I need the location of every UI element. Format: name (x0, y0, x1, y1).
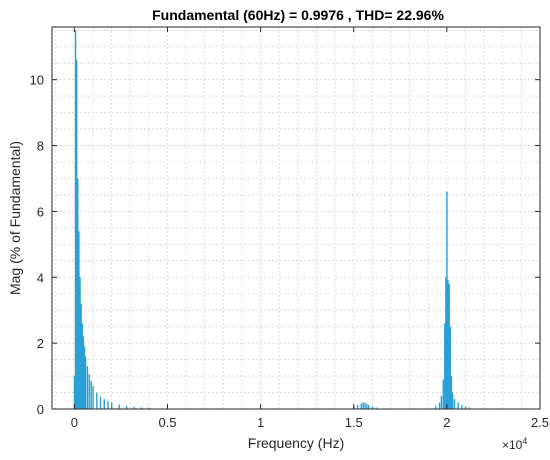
spectrum-bar (118, 404, 120, 409)
spectrum-bar (468, 407, 471, 409)
x-tick-label: 2 (443, 415, 450, 430)
x-tick-label: 0 (71, 415, 78, 430)
spectrum-bar (90, 381, 92, 409)
y-tick-label: 6 (37, 204, 44, 219)
spectrum-bar (445, 277, 447, 409)
spectrum-bar (375, 407, 377, 409)
spectrum-bar (442, 379, 444, 409)
spectrum-bar (356, 405, 359, 409)
spectrum-bar (453, 399, 456, 409)
y-tick-label: 10 (30, 73, 44, 88)
spectrum-bar (79, 277, 81, 409)
spectrum-bar (111, 402, 113, 409)
spectrum-bar (107, 401, 109, 409)
spectrum-bar (140, 407, 143, 409)
spectrum-bar (80, 303, 82, 409)
spectrum-bar (96, 392, 98, 409)
spectrum-bar (86, 366, 89, 409)
spectrum-bar (88, 374, 91, 409)
x-axis-multiplier: ×104 (502, 436, 527, 452)
bar-series (73, 30, 471, 410)
x-axis-ticks: 0 0.5 1 1.5 2 2.5 (71, 27, 549, 430)
spectrum-bar (457, 402, 459, 409)
x-tick-label: 0.5 (158, 415, 176, 430)
spectrum-bar (362, 402, 364, 409)
spectrum-bar (364, 402, 366, 409)
plot-frame (51, 26, 541, 410)
y-tick-label: 4 (37, 270, 44, 285)
spectrum-bar (360, 403, 362, 409)
spectrum-bar (74, 30, 77, 410)
spectrum-bar (83, 346, 86, 409)
spectrum-bar (368, 405, 370, 409)
y-tick-label: 0 (37, 402, 44, 417)
spectrum-bar (435, 405, 437, 409)
x-axis-multiplier-exponent: 4 (522, 436, 527, 446)
spectrum-bar (440, 395, 443, 409)
spectrum-bar (148, 407, 150, 409)
spectrum-bar (450, 376, 453, 409)
grid (52, 27, 541, 409)
spectrum-bar (366, 404, 368, 409)
spectrum-bar (84, 356, 87, 409)
x-axis-multiplier-base: ×10 (502, 438, 523, 452)
spectrum-bar (81, 323, 83, 409)
spectrum-bar (446, 191, 448, 409)
y-tick-label: 8 (37, 139, 44, 154)
spectrum-bar (438, 402, 441, 409)
spectrum-bar (92, 385, 94, 409)
x-tick-label: 1.5 (345, 415, 363, 430)
x-tick-label: 1 (257, 415, 264, 430)
spectrum-bar (449, 326, 452, 409)
spectrum-bar (464, 406, 467, 409)
spectrum-bar (447, 280, 449, 409)
x-tick-label: 2.5 (531, 415, 549, 430)
spectrum-bar (461, 405, 463, 409)
spectrum-bar (103, 399, 105, 409)
spectrum-bar (75, 59, 78, 410)
spectrum-bar (99, 396, 102, 409)
x-axis-label: Frequency (Hz) (248, 435, 344, 451)
y-tick-label: 2 (37, 336, 44, 351)
y-axis-ticks: 0 2 4 6 8 10 (30, 73, 540, 417)
spectrum-bar (451, 392, 454, 409)
y-axis-label: Mag (% of Fundamental) (7, 141, 23, 295)
spectrum-bar (82, 336, 85, 409)
spectrum-bar (448, 283, 450, 409)
spectrum-bar (78, 231, 80, 409)
spectrum-bar (77, 178, 79, 409)
spectrum-bar (133, 406, 135, 409)
spectrum-bar (444, 323, 446, 409)
spectrum-bar (73, 376, 76, 409)
spectrum-bar (371, 406, 374, 409)
spectrum-bar (125, 405, 128, 409)
chart-title: Fundamental (60Hz) = 0.9976 , THD= 22.96… (152, 7, 444, 23)
